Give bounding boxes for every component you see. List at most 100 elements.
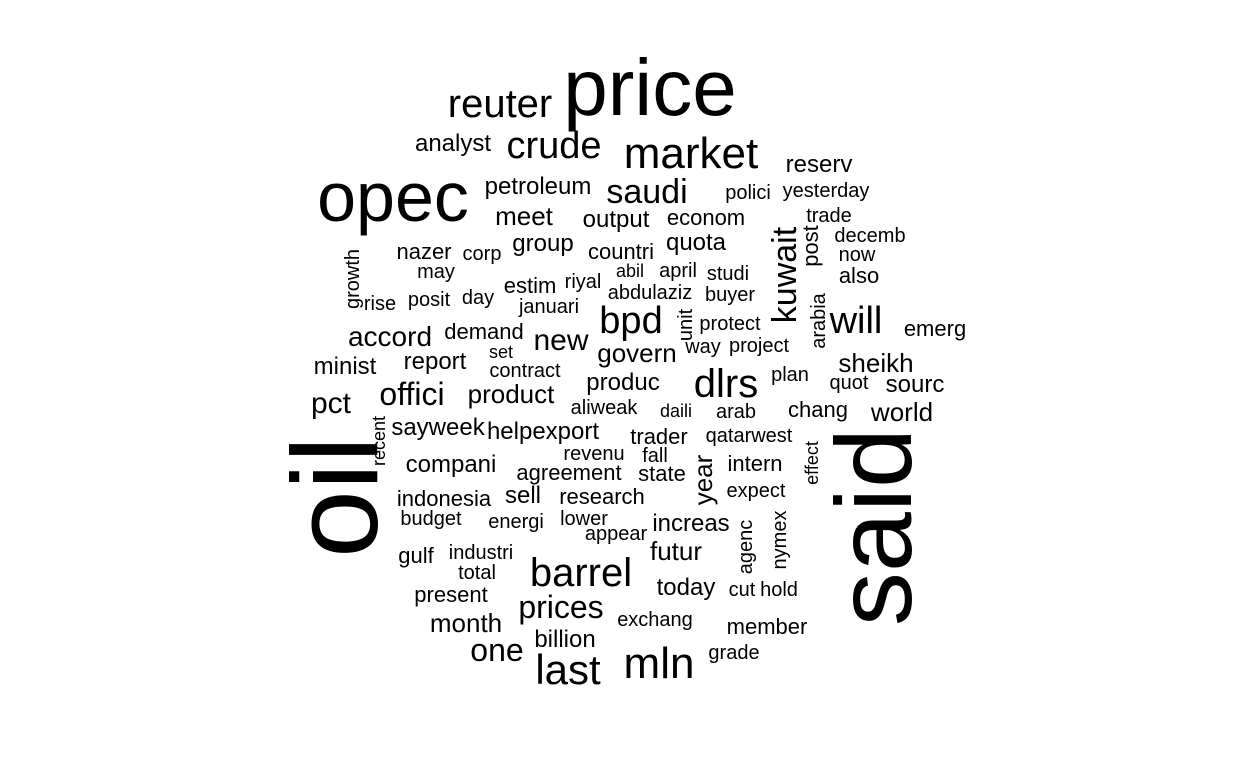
word-exchang: exchang <box>617 609 693 631</box>
word-gulf: gulf <box>398 543 434 568</box>
word-appear: appear <box>584 523 648 545</box>
word-decemb: decemb <box>834 225 906 247</box>
word-trader: trader <box>630 424 688 449</box>
word-total: total <box>458 562 496 584</box>
word-state: state <box>638 461 686 486</box>
word-crude: crude <box>506 125 602 167</box>
word-agenc: agenc <box>735 519 757 575</box>
word-meet: meet <box>495 201 553 231</box>
word-prices: prices <box>518 589 604 625</box>
word-chang: chang <box>788 397 848 422</box>
word-post: post <box>798 225 823 267</box>
word-group: group <box>512 230 574 257</box>
word-said: said <box>813 427 934 627</box>
word-product: product <box>467 379 555 409</box>
word-reserv: reserv <box>785 151 853 178</box>
word-last: last <box>535 646 601 693</box>
word-budget: budget <box>400 508 462 530</box>
word-report: report <box>403 348 467 375</box>
word-project: project <box>728 335 790 357</box>
word-govern: govern <box>597 338 677 368</box>
word-petroleum: petroleum <box>484 173 592 200</box>
word-april: april <box>659 260 697 282</box>
word-qatarwest: qatarwest <box>705 425 793 447</box>
word-estim: estim <box>503 273 557 298</box>
word-way: way <box>685 336 721 358</box>
word-rise: rise <box>363 293 397 315</box>
word-agreement: agreement <box>516 460 622 485</box>
word-indonesia: indonesia <box>396 486 492 511</box>
word-reuter: reuter <box>447 82 553 126</box>
word-effect: effect <box>802 441 822 485</box>
word-abdulaziz: abdulaziz <box>607 282 693 304</box>
word-one: one <box>470 632 524 668</box>
word-hold: hold <box>760 579 798 601</box>
word-energi: energi <box>488 511 544 533</box>
word-barrel: barrel <box>529 551 633 595</box>
word-emerg: emerg <box>903 316 967 341</box>
word-expect: expect <box>726 480 786 502</box>
word-studi: studi <box>706 263 750 285</box>
word-minist: minist <box>313 353 377 380</box>
word-billion: billion <box>534 626 596 653</box>
word-opec: opec <box>317 158 469 236</box>
word-research: research <box>559 484 645 509</box>
word-plan: plan <box>771 364 809 386</box>
word-may: may <box>417 261 455 283</box>
word-nymex: nymex <box>769 510 791 570</box>
word-demand: demand <box>444 319 524 344</box>
word-futur: futur <box>649 536 703 566</box>
word-buyer: buyer <box>704 284 756 306</box>
word-day: day <box>461 287 495 309</box>
word-yesterday: yesterday <box>782 180 870 202</box>
word-nazer: nazer <box>396 239 452 264</box>
word-helpexport: helpexport <box>486 418 600 445</box>
word-polici: polici <box>725 182 771 204</box>
word-sayweek: sayweek <box>391 414 485 441</box>
word-produc: produc <box>586 369 660 396</box>
word-now: now <box>838 244 876 266</box>
word-world: world <box>870 397 934 427</box>
word-compani: compani <box>405 451 497 478</box>
word-fall: fall <box>642 445 668 467</box>
word-econom: econom <box>666 205 746 230</box>
word-sourc: sourc <box>885 371 945 398</box>
word-recent: recent <box>369 415 389 467</box>
word-grade: grade <box>708 642 760 664</box>
word-increas: increas <box>652 510 730 537</box>
word-cut: cut <box>728 579 756 601</box>
word-dlrs: dlrs <box>693 362 759 406</box>
word-new: new <box>533 324 589 357</box>
word-quot: quot <box>829 372 869 394</box>
word-contract: contract <box>489 360 561 382</box>
word-price: price <box>563 43 737 132</box>
word-lower: lower <box>560 508 608 530</box>
word-saudi: saudi <box>606 173 688 211</box>
word-corp: corp <box>462 243 502 265</box>
word-sheikh: sheikh <box>838 348 914 378</box>
word-posit: posit <box>407 289 451 311</box>
word-riyal: riyal <box>564 271 602 293</box>
word-januari: januari <box>518 296 580 318</box>
word-member: member <box>726 614 808 639</box>
word-arabia: arabia <box>808 293 830 349</box>
word-month: month <box>429 608 503 638</box>
word-offici: offici <box>379 376 445 412</box>
word-growth: growth <box>342 248 364 310</box>
word-aliweak: aliweak <box>570 397 638 419</box>
word-industri: industri <box>448 542 514 564</box>
word-sell: sell <box>504 482 542 509</box>
word-also: also <box>838 263 880 288</box>
word-bpd: bpd <box>599 300 663 342</box>
word-quota: quota <box>665 229 727 256</box>
word-set: set <box>488 342 514 362</box>
word-output: output <box>582 206 650 233</box>
word-intern: intern <box>727 451 783 476</box>
word-trade: trade <box>806 205 852 227</box>
word-abil: abil <box>615 261 645 281</box>
word-today: today <box>656 574 716 601</box>
word-daili: daili <box>659 401 693 421</box>
word-accord: accord <box>347 321 433 352</box>
word-kuwait: kuwait <box>766 226 804 324</box>
